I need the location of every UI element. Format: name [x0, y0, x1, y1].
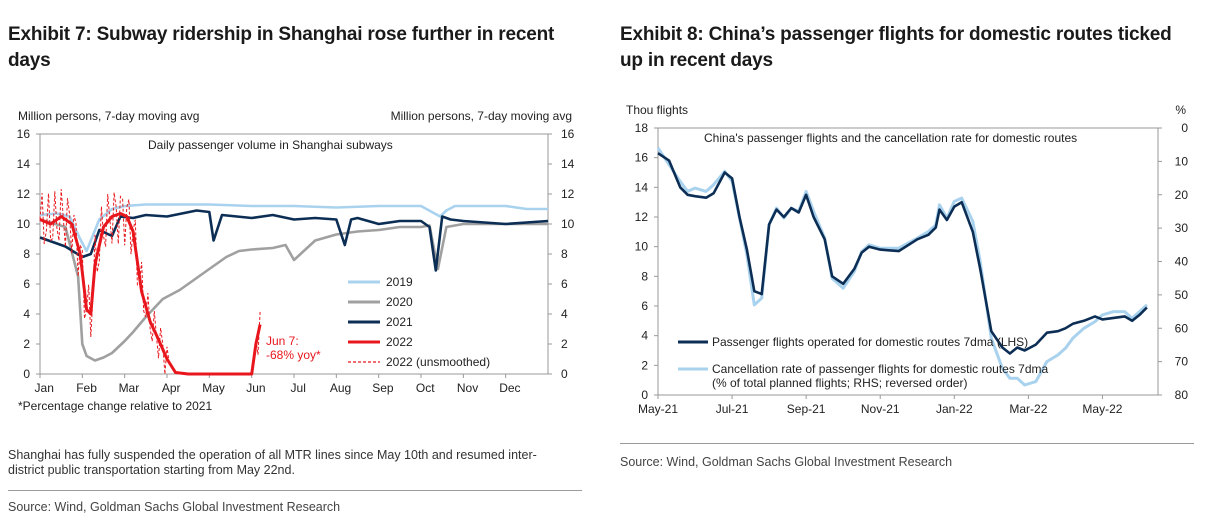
y-tick-right: 16 [561, 127, 575, 141]
y-tick-right: 60 [1175, 321, 1189, 335]
y-tick-left: 12 [635, 210, 649, 224]
legend-label: 2021 [386, 315, 413, 329]
x-tick-label: May [202, 381, 225, 395]
y-tick-left: 14 [17, 157, 31, 171]
y-axis-label-left: Thou flights [626, 103, 688, 117]
y-tick-right: 50 [1175, 288, 1189, 302]
y-tick-right: 0 [561, 367, 568, 381]
y-tick-left: 2 [641, 358, 648, 372]
exhibit-7-note: Shanghai has fully suspended the operati… [8, 448, 537, 477]
y-tick-left: 2 [23, 337, 30, 351]
y-tick-right: 10 [561, 217, 575, 231]
y-tick-left: 18 [635, 121, 649, 135]
exhibit-8-source: Source: Wind, Goldman Sachs Global Inves… [620, 455, 953, 469]
y-tick-right: 80 [1175, 388, 1189, 402]
y-tick-right: 4 [561, 307, 568, 321]
y-tick-left: 6 [23, 277, 30, 291]
x-tick-label: Nov [457, 381, 478, 395]
series-line-2022 [39, 212, 262, 376]
chart-7-inner-title: Daily passenger volume in Shanghai subwa… [148, 138, 393, 152]
x-tick-label: Jan-22 [936, 402, 973, 416]
y-tick-right: 12 [561, 187, 575, 201]
y-tick-left: 8 [23, 247, 30, 261]
y-axis-label-right: Million persons, 7-day moving avg [391, 109, 572, 123]
x-tick-label: Oct [416, 381, 435, 395]
series-line-cancellation-rate [656, 147, 1148, 387]
x-tick-label: Mar-22 [1009, 402, 1047, 416]
y-tick-left: 8 [641, 269, 648, 283]
y-tick-left: 10 [635, 240, 649, 254]
exhibit-7-divider [8, 490, 582, 491]
y-tick-left: 14 [635, 180, 649, 194]
x-tick-label: Jan [35, 381, 54, 395]
x-tick-label: Aug [330, 381, 351, 395]
y-axis-label-left: Million persons, 7-day moving avg [18, 109, 199, 123]
annotation-line-1: Jun 7: [266, 334, 299, 348]
x-tick-label: Sep-21 [787, 402, 826, 416]
exhibit-7-panel: Exhibit 7: Subway ridership in Shanghai … [0, 0, 590, 526]
y-tick-right: 8 [561, 247, 568, 261]
legend-label: Cancellation rate of passenger flights f… [712, 362, 1049, 376]
exhibit-7-title: Exhibit 7: Subway ridership in Shanghai … [8, 24, 555, 71]
exhibit-7-source: Source: Wind, Goldman Sachs Global Inves… [8, 500, 341, 514]
chart-8-inner-title: China's passenger flights and the cancel… [704, 131, 1077, 145]
exhibit-8-chart: Thou flights % China's passenger flights a… [626, 103, 1189, 416]
y-tick-right: 0 [1181, 121, 1188, 135]
y-tick-left: 4 [641, 329, 648, 343]
y-tick-left: 0 [641, 388, 648, 402]
legend-label: 2022 (unsmoothed) [386, 355, 490, 369]
chart-7-footnote: *Percentage change relative to 2021 [18, 399, 212, 413]
legend-label: 2022 [386, 335, 413, 349]
annotation-line-2: -68% yoy* [266, 348, 321, 362]
y-tick-left: 6 [641, 299, 648, 313]
y-tick-left: 4 [23, 307, 30, 321]
x-tick-label: Sep [372, 381, 394, 395]
y-tick-right: 14 [561, 157, 575, 171]
y-tick-right: 10 [1175, 154, 1189, 168]
x-tick-label: May-22 [1082, 402, 1122, 416]
x-tick-label: Apr [162, 381, 181, 395]
x-tick-label: Jun [246, 381, 265, 395]
y-tick-right: 70 [1175, 355, 1189, 369]
series-line-flights [657, 152, 1148, 355]
plot-frame [657, 127, 1159, 396]
y-tick-left: 16 [17, 127, 31, 141]
x-tick-label: Feb [76, 381, 97, 395]
y-tick-left: 0 [23, 367, 30, 381]
y-tick-right: 30 [1175, 221, 1189, 235]
y-tick-right: 6 [561, 277, 568, 291]
y-tick-left: 12 [17, 187, 31, 201]
x-tick-label: Mar [119, 381, 140, 395]
exhibit-8-divider [620, 443, 1194, 444]
legend-label-cont: (% of total planned flights; RHS; revers… [712, 376, 967, 390]
y-tick-left: 10 [17, 217, 31, 231]
exhibit-7-chart: Million persons, 7-day moving avg Million… [17, 109, 575, 413]
x-tick-label: Nov-21 [861, 402, 900, 416]
y-tick-right: 20 [1175, 188, 1189, 202]
x-tick-label: Dec [499, 381, 520, 395]
y-axis-label-right: % [1175, 103, 1186, 117]
x-tick-label: May-21 [638, 402, 678, 416]
y-tick-right: 40 [1175, 255, 1189, 269]
x-tick-label: Jul [291, 381, 306, 395]
y-tick-right: 2 [561, 337, 568, 351]
exhibit-8-panel: Exhibit 8: China’s passenger flights for… [612, 0, 1202, 526]
x-tick-label: Jul-21 [716, 402, 749, 416]
series-line-2019 [39, 203, 548, 253]
legend-label: 2020 [386, 295, 413, 309]
exhibit-8-title: Exhibit 8: China’s passenger flights for… [620, 24, 1172, 71]
legend-label: Passenger flights operated for domestic … [712, 335, 1028, 349]
series-line-2021 [39, 209, 549, 272]
series-line-2022-unsmoothed [39, 189, 261, 375]
legend-label: 2019 [386, 275, 413, 289]
y-tick-left: 16 [635, 151, 649, 165]
